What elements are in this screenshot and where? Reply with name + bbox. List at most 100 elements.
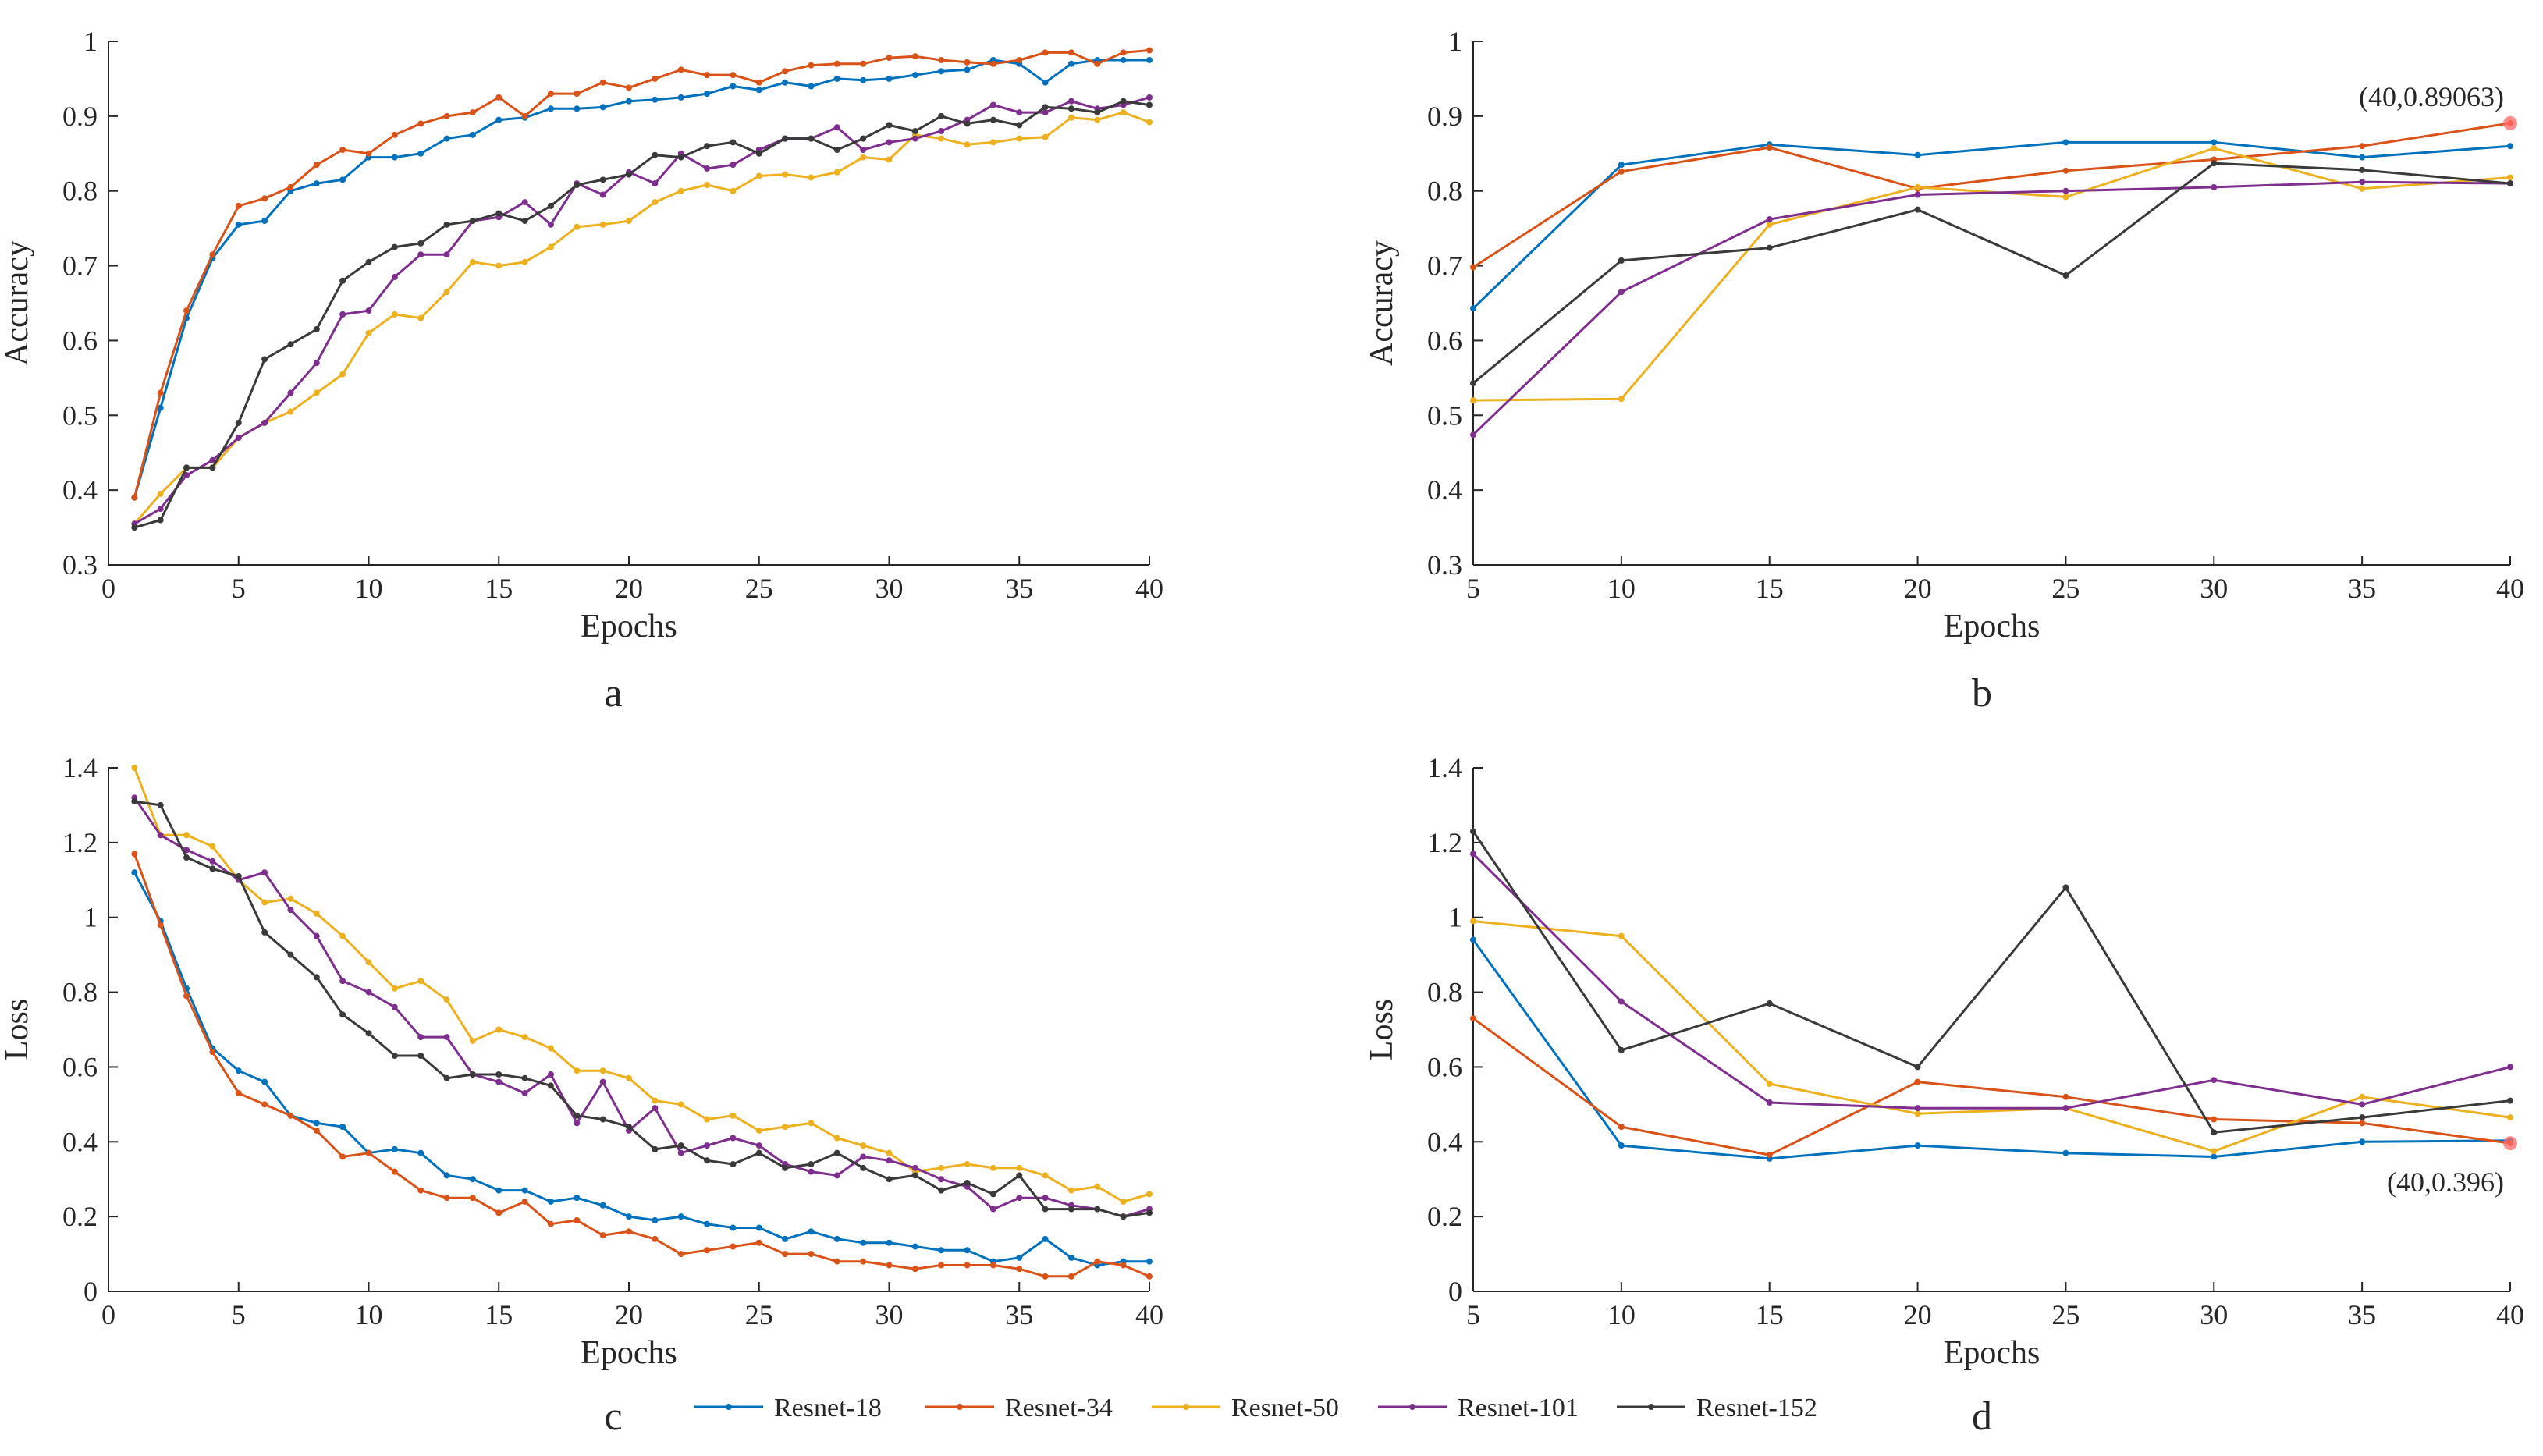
data-point-resnet-101-x13-0.715 [443,251,450,258]
x-tick-label-20: 20 [615,573,643,604]
data-point-resnet-18-x17-0.91 [547,105,554,112]
data-point-resnet-101-x27-0.32 [808,1168,815,1175]
y-tick-label: 0.6 [62,325,98,356]
data-point-resnet-152-x2-1.3 [157,801,164,808]
data-point-resnet-152-x3-0.43 [183,464,190,471]
data-point-resnet-101-x15-0.505 [1766,1099,1773,1106]
data-point-resnet-50-x39-0.905 [1120,109,1127,116]
y-tick-label: 0 [1448,1276,1462,1307]
data-point-resnet-18-x5-0.94 [1470,936,1476,943]
data-point-resnet-18-x12-0.85 [417,150,424,157]
data-point-resnet-101-x23-0.39 [704,1142,711,1149]
data-point-resnet-152-x3-1.16 [183,854,190,861]
data-point-resnet-152-x14-0.58 [469,1071,476,1078]
data-point-resnet-101-x20-0.49 [1914,1105,1921,1112]
data-point-resnet-101-x12-0.68 [417,1034,424,1041]
panel-letter-c: c [604,1394,622,1439]
data-point-resnet-18-x27-0.94 [808,83,815,90]
data-point-resnet-18-x35-0.845 [2359,154,2366,161]
data-point-resnet-50-x12-0.63 [417,314,424,321]
data-point-resnet-50-x14-0.705 [469,258,476,265]
legend: Resnet-18 Resnet-34 Resnet-50 Resnet-101… [694,1394,1817,1422]
data-point-resnet-101-x25-0.39 [755,1142,762,1149]
data-point-resnet-152-x5-1.11 [235,872,242,879]
x-axis-label: Epochs [581,1335,677,1371]
data-point-resnet-152-x18-0.808 [574,182,581,189]
data-point-resnet-152-x25-0.687 [2062,272,2069,279]
data-point-resnet-101-x9-0.635 [339,311,346,318]
data-point-resnet-34-x7-0.805 [287,183,294,190]
y-tick-label: 0.5 [62,400,98,431]
data-point-resnet-152-x22-0.39 [677,1142,684,1149]
data-point-resnet-34-x35-0.86 [2359,143,2366,150]
y-tick-label: 0.4 [62,474,98,506]
series-line-resnet-50 [1472,920,2511,1152]
data-point-resnet-152-x40-0.915 [1146,101,1153,108]
data-point-resnet-152-x39-0.92 [1120,98,1127,105]
annotation-highlight-marker [2503,1136,2517,1151]
data-point-resnet-50-x28-0.41 [833,1135,840,1142]
data-point-resnet-50-x35-0.33 [1016,1164,1023,1171]
data-point-resnet-18-x5-0.755 [235,221,242,228]
data-point-resnet-34-x14-0.905 [469,109,476,116]
data-point-resnet-152-x13-0.57 [443,1074,450,1081]
x-tick-label-30: 30 [2200,573,2228,604]
x-tick-label-10: 10 [355,573,383,604]
data-point-resnet-101-x31-0.87 [911,135,918,142]
data-point-resnet-50-x32-0.87 [938,135,945,142]
data-point-resnet-50-x35-0.52 [2359,1093,2366,1100]
data-point-resnet-50-x18-0.59 [574,1067,581,1074]
data-point-resnet-34-x35-0.06 [1016,1266,1023,1273]
data-point-resnet-50-x9-0.95 [339,932,346,939]
data-point-resnet-50-x38-0.895 [1094,116,1101,123]
data-point-resnet-18-x40-0.86 [2507,143,2513,150]
data-point-resnet-18-x16-0.27 [521,1187,528,1194]
data-point-resnet-101-x35-0.25 [1016,1195,1023,1202]
data-point-resnet-18-x15-0.895 [495,116,503,123]
x-tick-label-0: 0 [101,573,115,604]
data-point-resnet-101-x10-0.64 [365,307,372,314]
data-point-resnet-152-x20-0.775 [1914,206,1921,213]
data-point-resnet-152-x17-0.55 [547,1082,554,1089]
data-point-resnet-152-x29-0.87 [860,135,867,142]
data-point-resnet-152-x20-0.6 [1914,1064,1921,1071]
data-point-resnet-18-x32-0.96 [938,68,945,75]
data-point-resnet-34-x23-0.11 [704,1247,711,1254]
data-point-resnet-18-x20-0.39 [1914,1142,1921,1149]
data-point-resnet-50-x4-1.19 [209,843,216,850]
data-point-resnet-152-x22-0.845 [677,154,684,161]
data-point-resnet-50-x40-0.465 [2507,1114,2513,1121]
data-point-resnet-18-x9-0.44 [339,1124,346,1131]
data-point-resnet-18-x2-0.51 [157,404,164,411]
data-point-resnet-34-x34-0.07 [989,1262,996,1269]
data-point-resnet-101-x5-0.474 [1470,431,1476,439]
data-point-resnet-152-x25-0.37 [755,1149,762,1156]
data-point-resnet-18-x13-0.87 [443,135,450,142]
data-point-resnet-50-x29-0.39 [860,1142,867,1149]
data-point-resnet-152-x12-0.63 [417,1053,424,1060]
data-point-resnet-18-x36-0.945 [1042,79,1049,86]
data-point-resnet-50-x32-0.33 [938,1164,945,1171]
data-point-resnet-18-x22-0.2 [677,1213,684,1220]
data-point-resnet-152-x36-0.22 [1042,1206,1049,1213]
data-point-resnet-152-x32-0.9 [938,112,945,119]
data-point-resnet-50-x33-0.862 [964,141,971,148]
data-point-resnet-34-x19-0.945 [599,79,606,86]
data-point-resnet-152-x30-0.837 [2211,160,2218,167]
data-point-resnet-34-x15-0.21 [495,1209,503,1216]
data-point-resnet-18-x31-0.955 [911,72,918,79]
x-tick-label-35: 35 [2348,573,2376,604]
data-point-resnet-152-x19-0.46 [599,1116,606,1123]
data-point-resnet-34-x38-0.08 [1094,1258,1101,1265]
data-point-resnet-34-x15-0.365 [1766,1152,1773,1159]
data-point-resnet-34-x32-0.07 [938,1262,945,1269]
data-point-resnet-152-x33-0.89 [964,120,971,127]
data-point-resnet-101-x21-0.81 [652,180,659,187]
panel-letter-b: b [1972,671,1992,716]
data-point-resnet-152-x31-0.31 [911,1172,918,1179]
data-point-resnet-34-x39-0.985 [1120,49,1127,56]
data-point-resnet-101-x30-0.865 [886,139,893,146]
data-point-resnet-50-x25-0.792 [2062,194,2069,201]
data-point-resnet-152-x40-0.81 [2507,180,2513,187]
data-point-resnet-50-x15-0.755 [1766,221,1773,228]
